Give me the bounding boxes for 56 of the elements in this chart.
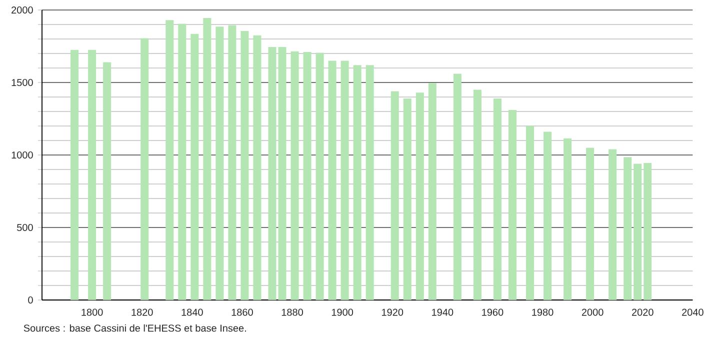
bar xyxy=(166,20,174,300)
bar xyxy=(228,25,236,300)
bar xyxy=(608,149,617,300)
bar xyxy=(268,46,276,300)
bar xyxy=(493,98,502,300)
bar xyxy=(70,50,79,300)
bar xyxy=(190,34,199,300)
bar xyxy=(634,164,642,300)
bar xyxy=(586,148,594,300)
x-tick-label: 1960 xyxy=(482,308,504,316)
x-tick-label: 1840 xyxy=(182,308,203,316)
y-tick-label: 0 xyxy=(28,296,33,304)
x-tick-label: 2020 xyxy=(632,308,654,316)
bar xyxy=(544,132,552,300)
bar xyxy=(340,60,349,300)
x-tick-label: 1820 xyxy=(132,308,153,316)
bar xyxy=(88,50,96,300)
x-tick-label: 2040 xyxy=(682,308,704,316)
y-tick-label: 1000 xyxy=(12,151,33,159)
y-tick-label: 1500 xyxy=(12,78,33,86)
bar xyxy=(453,74,462,300)
bar xyxy=(240,31,249,300)
bar xyxy=(253,35,262,300)
bar xyxy=(140,38,149,300)
bar xyxy=(403,98,412,300)
bar xyxy=(203,18,212,300)
bar xyxy=(416,92,424,300)
bar xyxy=(316,52,324,300)
bar xyxy=(103,62,112,300)
bar xyxy=(353,65,362,300)
bar xyxy=(564,138,572,300)
bar xyxy=(624,157,632,300)
bar xyxy=(390,91,399,300)
bar xyxy=(303,52,312,300)
bar xyxy=(278,46,286,300)
bar xyxy=(508,110,516,300)
bar xyxy=(428,83,436,300)
bar xyxy=(178,24,186,300)
x-tick-label: 1860 xyxy=(232,308,253,316)
x-tick-label: 1940 xyxy=(432,308,454,316)
bar xyxy=(366,65,374,300)
x-tick-label: 1900 xyxy=(332,308,354,316)
x-tick-label: 1800 xyxy=(82,308,103,316)
x-tick-label: 1920 xyxy=(382,308,404,316)
x-tick-label: 2000 xyxy=(582,308,604,316)
x-tick-label: 1880 xyxy=(282,308,303,316)
source-note: Sources : base Cassini de l'EHESS et base Insee. xyxy=(24,324,246,332)
bar xyxy=(290,51,299,300)
bar xyxy=(526,126,534,300)
bar xyxy=(216,26,224,300)
y-tick-label: 2000 xyxy=(12,6,33,14)
y-tick-label: 500 xyxy=(17,224,33,232)
x-tick-label: 1980 xyxy=(532,308,554,316)
bar xyxy=(644,162,652,300)
bar xyxy=(473,90,482,300)
bar xyxy=(328,60,336,300)
